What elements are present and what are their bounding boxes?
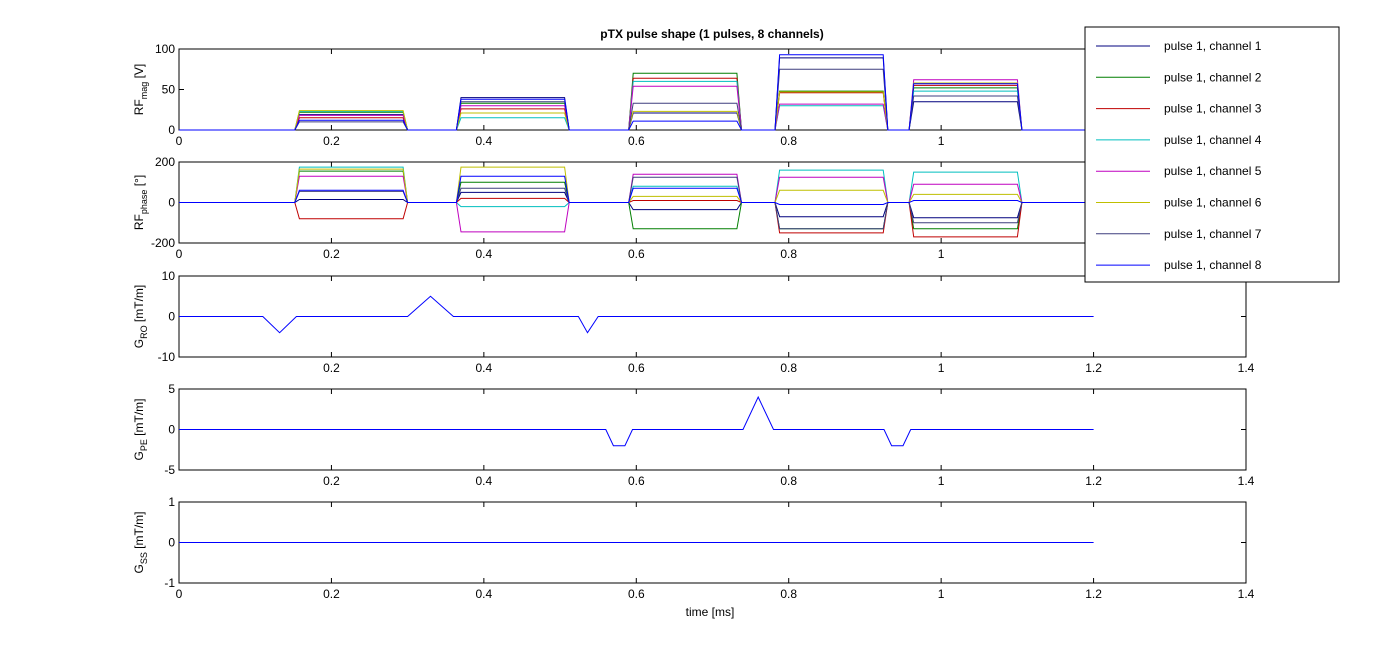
x-tick-label: 0.8 bbox=[780, 247, 797, 261]
x-tick-label: 1.2 bbox=[1085, 361, 1102, 375]
x-tick-label: 0.4 bbox=[476, 361, 493, 375]
x-tick-label: 1 bbox=[938, 247, 945, 261]
y-tick-label: -1 bbox=[164, 576, 175, 590]
x-tick-label: 1.4 bbox=[1238, 474, 1255, 488]
y-tick-label: -10 bbox=[158, 350, 176, 364]
legend-entry: pulse 1, channel 8 bbox=[1164, 258, 1262, 272]
series-line-pulse-1-channel-1 bbox=[179, 191, 1094, 219]
x-tick-label: 0.8 bbox=[780, 474, 797, 488]
x-tick-label: 0.6 bbox=[628, 587, 645, 601]
x-tick-label: 0.6 bbox=[628, 474, 645, 488]
x-tick-label: 0.2 bbox=[323, 134, 340, 148]
x-tick-label: 1 bbox=[938, 134, 945, 148]
x-tick-label: 0.2 bbox=[323, 361, 340, 375]
x-tick-label: 1.2 bbox=[1085, 474, 1102, 488]
y-axis-label: RFmag [V] bbox=[132, 64, 149, 116]
legend-entry: pulse 1, channel 3 bbox=[1164, 102, 1262, 116]
x-tick-label: 0.2 bbox=[323, 474, 340, 488]
legend-entry: pulse 1, channel 5 bbox=[1164, 164, 1262, 178]
y-tick-label: 10 bbox=[162, 269, 176, 283]
legend-box bbox=[1084, 26, 1340, 283]
series-line-gradient bbox=[179, 295, 1094, 334]
legend: pulse 1, channel 1 pulse 1, channel 2 puls… bbox=[1084, 26, 1340, 283]
legend-entry: pulse 1, channel 6 bbox=[1164, 196, 1262, 210]
x-tick-label: 1 bbox=[938, 361, 945, 375]
x-tick-label: 0.4 bbox=[476, 247, 493, 261]
legend-entry: pulse 1, channel 2 bbox=[1164, 70, 1262, 84]
x-tick-label: 0.6 bbox=[628, 247, 645, 261]
y-tick-label: 1 bbox=[168, 495, 175, 509]
series-line-pulse-1-channel-8 bbox=[179, 54, 1094, 131]
x-tick-label: 1.4 bbox=[1238, 587, 1255, 601]
x-tick-label: 0.8 bbox=[780, 361, 797, 375]
panel-g-pe: 0.2 0.4 0.6 0.8 1 1.2 1.4 -5 0 5 GPE [mT/m] bbox=[132, 382, 1255, 488]
x-tick-label: 1 bbox=[938, 474, 945, 488]
y-axis-label: GPE [mT/m] bbox=[132, 398, 149, 460]
series-line-pulse-1-channel-3 bbox=[179, 197, 1094, 238]
y-tick-label: 0 bbox=[168, 310, 175, 324]
y-tick-label: 0 bbox=[168, 536, 175, 550]
legend-entry: pulse 1, channel 4 bbox=[1164, 133, 1262, 147]
axes-box bbox=[178, 48, 1247, 131]
x-tick-label: 0.8 bbox=[780, 587, 797, 601]
panel-rf-mag: 0 0.2 0.4 0.6 0.8 1 0 50 100 RFmag [V] bbox=[132, 42, 1247, 148]
y-axis-label: GSS [mT/m] bbox=[132, 511, 149, 573]
x-tick-label: 0.4 bbox=[476, 587, 493, 601]
x-axis-label: time [ms] bbox=[686, 605, 735, 619]
x-tick-label: 0.4 bbox=[476, 134, 493, 148]
x-tick-label: 0.6 bbox=[628, 134, 645, 148]
series-line-pulse-1-channel-6 bbox=[179, 166, 1094, 203]
x-tick-label: 0 bbox=[176, 134, 183, 148]
series-line-gradient bbox=[179, 395, 1094, 447]
y-tick-label: 5 bbox=[168, 382, 175, 396]
chart-title: pTX pulse shape (1 pulses, 8 channels) bbox=[600, 27, 823, 41]
x-tick-label: 0.4 bbox=[476, 474, 493, 488]
y-axis-label: RFphase [°] bbox=[132, 175, 149, 230]
y-tick-label: 0 bbox=[168, 123, 175, 137]
x-tick-label: 1.4 bbox=[1238, 361, 1255, 375]
y-tick-label: 50 bbox=[162, 83, 176, 97]
y-tick-label: 0 bbox=[168, 423, 175, 437]
x-tick-label: 0.2 bbox=[323, 247, 340, 261]
legend-entry: pulse 1, channel 1 bbox=[1164, 39, 1262, 53]
panel-g-ro: 0.2 0.4 0.6 0.8 1 1.2 1.4 -10 0 10 GRO [mT/m] bbox=[132, 269, 1255, 375]
legend-entry: pulse 1, channel 7 bbox=[1164, 227, 1262, 241]
y-tick-label: 100 bbox=[155, 42, 175, 56]
x-tick-label: 0.8 bbox=[780, 134, 797, 148]
x-tick-label: 1.2 bbox=[1085, 587, 1102, 601]
y-tick-label: -5 bbox=[164, 463, 175, 477]
y-axis-label: GRO [mT/m] bbox=[132, 285, 149, 349]
x-tick-label: 0.2 bbox=[323, 587, 340, 601]
y-tick-label: 200 bbox=[155, 155, 175, 169]
x-tick-label: 0.6 bbox=[628, 361, 645, 375]
x-tick-label: 0 bbox=[176, 247, 183, 261]
y-tick-label: -200 bbox=[151, 236, 175, 250]
y-tick-label: 0 bbox=[168, 196, 175, 210]
x-tick-label: 0 bbox=[176, 587, 183, 601]
x-tick-label: 1 bbox=[938, 587, 945, 601]
series-line-pulse-1-channel-8 bbox=[179, 175, 1094, 205]
